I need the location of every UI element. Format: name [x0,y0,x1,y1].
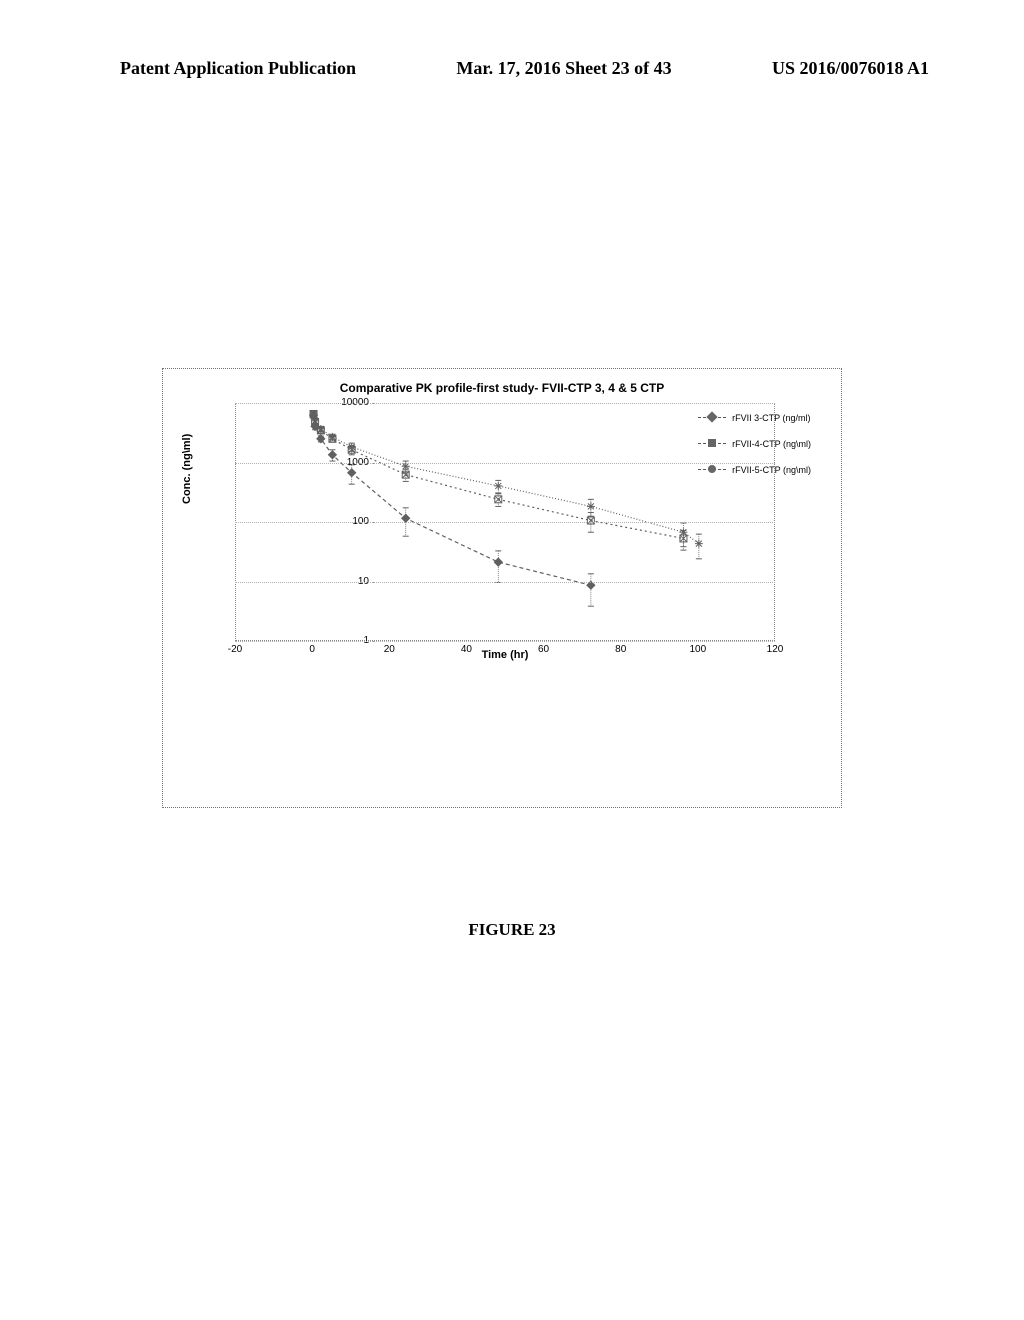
header-center: Mar. 17, 2016 Sheet 23 of 43 [456,58,671,79]
square-cross-icon [698,439,726,449]
gridline [235,641,775,642]
legend-label: rFVII 3-CTP (ng/ml) [732,409,810,427]
y-axis-label: Conc. (ng\ml) [181,434,193,504]
figure-caption: FIGURE 23 [0,920,1024,940]
legend-item: rFVII-5-CTP (ng\ml) [698,461,811,479]
asterisk-icon [698,465,726,475]
legend: rFVII 3-CTP (ng/ml) rFVII-4-CTP (ng\ml) … [698,409,811,487]
header-right: US 2016/0076018 A1 [772,58,929,79]
diamond-icon [698,413,726,423]
legend-item: rFVII 3-CTP (ng/ml) [698,409,811,427]
gridline [235,522,775,523]
legend-label: rFVII-5-CTP (ng\ml) [732,461,811,479]
page-header: Patent Application Publication Mar. 17, … [0,58,1024,79]
gridline [235,582,775,583]
legend-label: rFVII-4-CTP (ng\ml) [732,435,811,453]
header-left: Patent Application Publication [120,58,356,79]
chart-container: Comparative PK profile-first study- FVII… [162,368,842,808]
gridline [235,463,775,464]
x-axis-label: Time (hr) [235,649,775,661]
gridline [235,403,775,404]
legend-item: rFVII-4-CTP (ng\ml) [698,435,811,453]
chart-title: Comparative PK profile-first study- FVII… [163,381,841,395]
